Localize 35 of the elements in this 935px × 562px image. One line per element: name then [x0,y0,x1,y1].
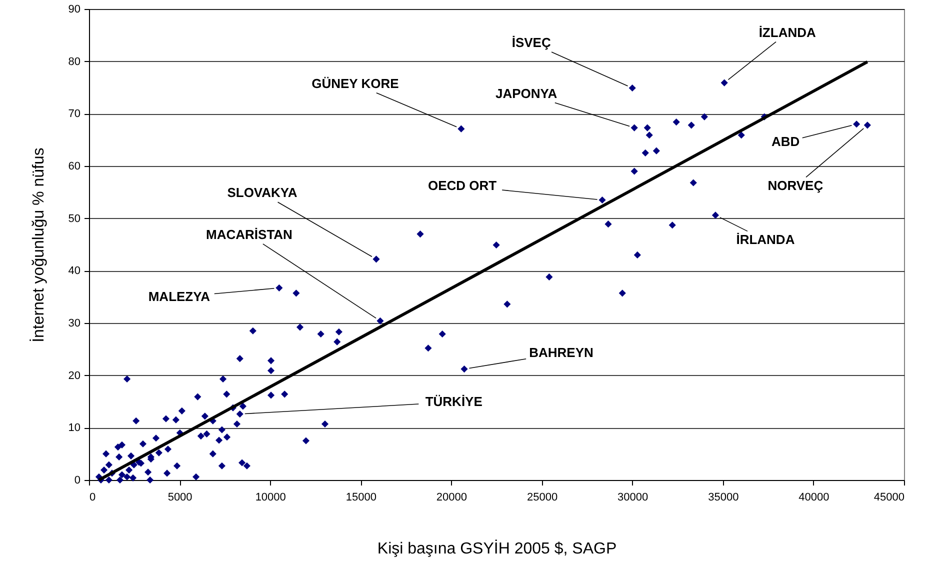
annotation: NORVEÇ [768,178,824,194]
annotation: ABD [771,134,800,150]
y-tick-label: 60 [68,160,80,172]
x-tick-label: 10000 [255,492,286,504]
x-tick-label: 30000 [618,492,648,504]
annotation: TÜRKİYE [425,394,483,410]
annotation: İRLANDA [736,232,796,248]
annotation: SLOVAKYA [227,185,298,200]
annotation: İSVEÇ [512,35,552,50]
annotation: MALEZYA [148,288,211,304]
x-tick-label: 40000 [798,492,830,504]
annotation: JAPONYA [495,86,558,101]
annotation: İZLANDA [758,24,816,40]
x-tick-label: 45000 [874,492,904,504]
annotation: MACARİSTAN [206,226,292,242]
x-tick-label: 0 [90,492,96,504]
y-tick-label: 10 [68,422,80,434]
y-tick-label: 0 [74,474,80,486]
y-tick-label: 30 [68,318,80,330]
annotation: OECD ORT [428,178,497,194]
y-tick-label: 70 [68,108,80,120]
annotation: GÜNEY KORE [312,76,400,91]
x-tick-label: 5000 [168,492,192,504]
x-tick-label: 15000 [346,492,376,504]
y-tick-label: 50 [68,212,80,225]
y-tick-label: 90 [68,4,80,16]
x-tick-label: 20000 [436,492,468,504]
x-axis-title: Kişi başına GSYİH 2005 $, SAGP [377,540,617,558]
x-tick-label: 35000 [708,492,739,504]
y-tick-label: 20 [68,370,80,382]
y-tick-label: 80 [68,56,80,68]
annotation: BAHREYN [529,345,594,360]
y-tick-label: 40 [68,265,80,278]
y-axis-title: İnternet yoğunluğu % nüfus [29,148,48,342]
x-tick-label: 25000 [526,492,558,504]
